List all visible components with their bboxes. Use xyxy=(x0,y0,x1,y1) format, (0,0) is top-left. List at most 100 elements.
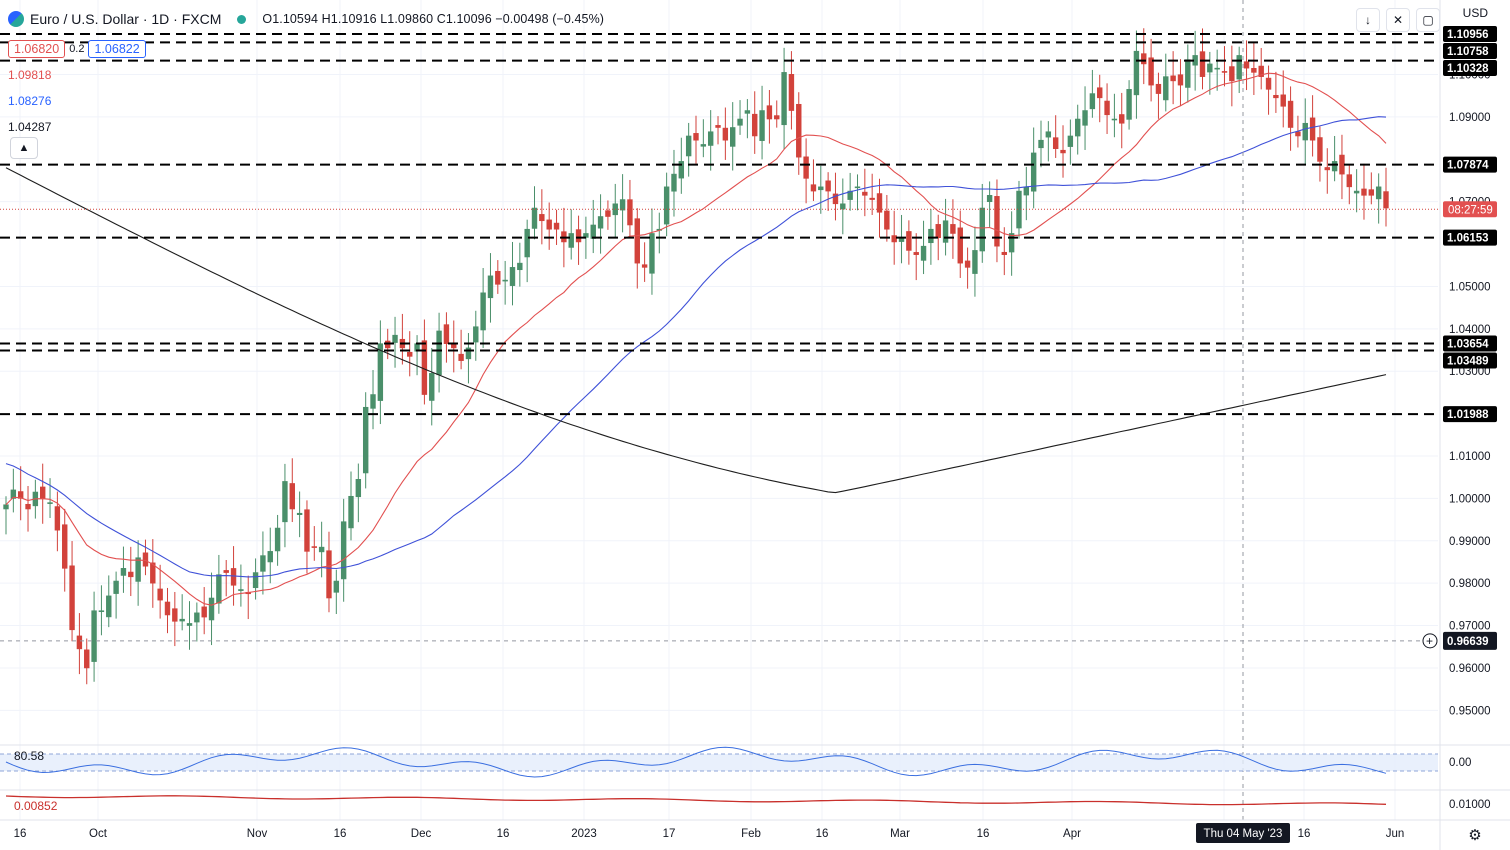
arrow-down-icon: ↓ xyxy=(1365,13,1371,27)
y-tick-label: 1.09000 xyxy=(1449,112,1491,124)
candle-body xyxy=(539,214,545,222)
close-button[interactable]: ✕ xyxy=(1386,8,1410,32)
ma-fast-value: 1.09818 xyxy=(8,68,52,82)
candle-body xyxy=(274,527,281,552)
candle-body xyxy=(752,113,758,137)
candle-body xyxy=(1111,118,1118,121)
candle-body xyxy=(1383,191,1389,209)
candle-body xyxy=(619,199,626,211)
candle-body xyxy=(1251,68,1257,73)
candle-body xyxy=(788,74,795,111)
candle-body xyxy=(157,588,163,601)
symbol-title[interactable]: Euro / U.S. Dollar · 1D · FXCM xyxy=(30,11,222,27)
x-tick-label: Dec xyxy=(411,828,432,840)
candle-body xyxy=(634,218,640,264)
y-tick-label: 1.05000 xyxy=(1449,281,1491,293)
candle-body xyxy=(40,486,46,499)
candle-body xyxy=(84,649,90,669)
candle-body xyxy=(972,250,978,274)
candle-body xyxy=(1045,131,1052,138)
add-alert-icon xyxy=(1422,633,1438,649)
candle-body xyxy=(942,220,949,243)
candle-body xyxy=(1163,76,1169,101)
candle-body xyxy=(964,260,971,268)
x-tick-label: 16 xyxy=(497,828,510,840)
candle-body xyxy=(98,610,105,613)
candle-body xyxy=(17,491,24,499)
candle-body xyxy=(465,347,472,360)
candle-body xyxy=(1185,59,1191,88)
ma-fast-line xyxy=(5,72,1387,606)
level-tag xyxy=(1443,335,1497,352)
fullscreen-button[interactable]: ▢ xyxy=(1416,8,1440,32)
level-tag xyxy=(1443,156,1497,173)
candle-body xyxy=(818,186,824,191)
candle-body xyxy=(392,334,398,343)
candle-body xyxy=(150,562,156,584)
candle-body xyxy=(862,191,868,196)
candle-body xyxy=(810,184,817,192)
candle-body xyxy=(362,406,369,474)
candle-body xyxy=(950,224,956,234)
currency-selector[interactable]: USD xyxy=(1462,6,1488,20)
ma-value-box-1[interactable]: 1.06820 xyxy=(8,40,66,58)
candle-body xyxy=(1302,122,1308,141)
chart-controls: ↓ ✕ ▢ xyxy=(1356,8,1440,32)
candle-body xyxy=(854,186,861,189)
ma-mid-line-value: 1.08276 xyxy=(8,94,52,108)
candle-body xyxy=(1236,55,1242,80)
candle-body xyxy=(1339,154,1345,175)
candle-body xyxy=(1280,94,1286,107)
candle-body xyxy=(796,103,802,158)
level-tag-label: 1.03489 xyxy=(1447,356,1489,368)
candle-body xyxy=(715,125,721,128)
candle-body xyxy=(480,292,486,331)
x-tick-label: 2023 xyxy=(571,828,597,840)
candle-body xyxy=(517,262,523,271)
candle-body xyxy=(1082,110,1088,126)
ma-value-box-2[interactable]: 1.06822 xyxy=(88,40,146,58)
candle-body xyxy=(252,572,259,589)
candle-body xyxy=(906,231,912,251)
x-tick-label: Jun xyxy=(1386,828,1405,840)
candle-body xyxy=(920,245,927,261)
candle-body xyxy=(333,580,340,593)
candle-body xyxy=(663,186,670,225)
candle-body xyxy=(348,495,354,529)
candle-body xyxy=(473,326,479,343)
candle-body xyxy=(1273,94,1279,99)
candle-body xyxy=(1038,139,1044,149)
candle-body xyxy=(869,197,875,200)
gear-icon[interactable]: ⚙ xyxy=(1468,827,1482,844)
candle-body xyxy=(1258,65,1264,77)
level-tag-label: 1.10328 xyxy=(1447,63,1489,75)
candle-body xyxy=(832,193,839,205)
candle-body xyxy=(1133,50,1140,96)
candle-body xyxy=(106,595,112,618)
candle-body xyxy=(1265,77,1272,90)
symbol-logo-icon xyxy=(8,11,24,27)
candle-body xyxy=(1016,190,1022,229)
candle-body xyxy=(1023,186,1030,196)
candle-body xyxy=(891,235,897,243)
candle-body xyxy=(935,224,941,239)
x-tick-label: Apr xyxy=(1063,828,1081,840)
ohlc-readout: O1.10594 H1.10916 L1.09860 C1.10096 −0.0… xyxy=(262,12,605,26)
candle-body xyxy=(1368,189,1375,196)
candle-body xyxy=(1361,188,1367,196)
candle-body xyxy=(91,610,97,662)
candle-body xyxy=(1030,152,1037,192)
y-tick-label: 0.99000 xyxy=(1449,536,1491,548)
collapse-legend-button[interactable]: ▲ xyxy=(10,137,38,159)
download-button[interactable]: ↓ xyxy=(1356,8,1380,32)
candle-body xyxy=(825,180,831,192)
candle-body xyxy=(803,156,809,179)
x-tick-label: 16 xyxy=(1298,828,1311,840)
candle-body xyxy=(238,589,244,591)
candle-body xyxy=(575,229,582,243)
candle-body xyxy=(1104,100,1110,116)
market-open-indicator-icon xyxy=(237,14,247,24)
candle-body xyxy=(128,571,134,578)
add-alert-icon-glyph: + xyxy=(1426,634,1433,648)
